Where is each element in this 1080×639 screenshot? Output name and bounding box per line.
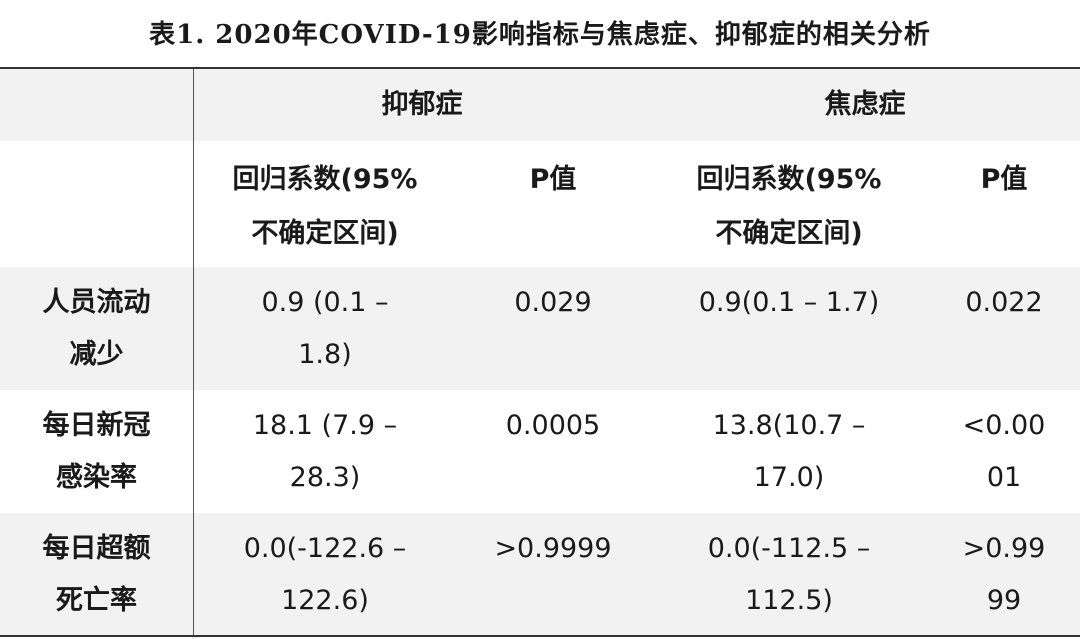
band-group-header	[0, 69, 1080, 141]
table-cell: 0.9 (0.1 – 1.8)	[261, 287, 389, 370]
subheader-depression-p: P值	[529, 164, 577, 195]
band-row-3	[0, 513, 1080, 635]
table-cell: 0.0(-112.5 – 112.5)	[707, 533, 871, 616]
table-cell: 0.029	[514, 287, 592, 318]
table-cell: 13.8(10.7 – 17.0)	[712, 410, 866, 493]
row-label: 每日超额 死亡率	[42, 533, 151, 616]
table-cell: 18.1 (7.9 – 28.3)	[252, 410, 398, 493]
subheader-anxiety-p: P值	[980, 164, 1028, 195]
group-header-anxiety: 焦虑症	[824, 89, 906, 120]
subheader-anxiety-coef: 回归系数(95% 不确定区间)	[696, 164, 882, 249]
bottom-rule	[0, 635, 1080, 637]
band-row-1	[0, 267, 1080, 390]
row-label: 每日新冠 感染率	[42, 410, 151, 493]
table-cell: >0.99 99	[962, 533, 1046, 616]
table-cell: 0.022	[965, 287, 1043, 318]
row-label: 人员流动 减少	[42, 287, 151, 370]
table-cell: 0.0(-122.6 – 122.6)	[243, 533, 407, 616]
band-sub-header	[0, 141, 1080, 267]
band-row-2	[0, 390, 1080, 513]
table-cell: 0.9(0.1 – 1.7)	[698, 287, 880, 318]
top-rule	[0, 67, 1080, 69]
subheader-depression-coef: 回归系数(95% 不确定区间)	[232, 164, 418, 249]
row-label-divider	[193, 69, 194, 635]
group-header-depression: 抑郁症	[381, 89, 463, 120]
table-cell: >0.9999	[494, 533, 612, 564]
table-cell: 0.0005	[505, 410, 601, 441]
table-title: 表1. 2020年COVID-19影响指标与焦虑症、抑郁症的相关分析	[149, 19, 931, 50]
table-cell: <0.00 01	[962, 410, 1046, 493]
